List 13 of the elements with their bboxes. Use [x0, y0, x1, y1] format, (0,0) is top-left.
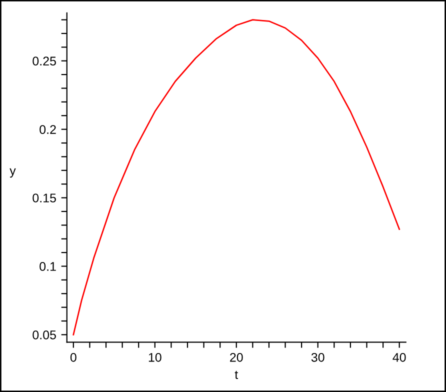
x-tick-label: 40 — [392, 352, 406, 362]
y-tick-label: 0.15 — [32, 194, 56, 202]
y-tick-label: 0.05 — [32, 330, 56, 340]
line-series — [72, 19, 400, 336]
y-tick-label: 0.2 — [40, 125, 56, 134]
x-tick-label: 30 — [311, 352, 324, 362]
x-tick-label: 20 — [230, 352, 243, 362]
y-tick-label: 0.1 — [40, 262, 56, 271]
x-axis-title: t — [234, 370, 238, 379]
x-tick-label: 0 — [70, 352, 76, 362]
y-tick-label: 0.25 — [32, 56, 56, 66]
x-tick-label: 10 — [148, 352, 162, 362]
y-axis-title: y — [10, 168, 16, 178]
